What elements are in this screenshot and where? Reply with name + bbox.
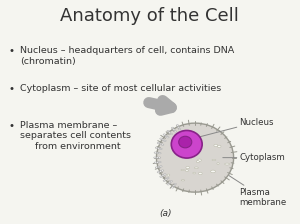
Ellipse shape [163, 180, 166, 181]
Ellipse shape [179, 136, 192, 148]
Text: •: • [8, 46, 14, 56]
Ellipse shape [193, 172, 195, 174]
Ellipse shape [162, 175, 164, 176]
Ellipse shape [169, 182, 171, 183]
Ellipse shape [156, 152, 159, 154]
Ellipse shape [160, 176, 162, 177]
Text: Nucleus – headquarters of cell, contains DNA
(chromatin): Nucleus – headquarters of cell, contains… [20, 46, 234, 66]
Ellipse shape [167, 174, 170, 176]
Text: Cytoplasm: Cytoplasm [223, 153, 285, 162]
Ellipse shape [170, 133, 172, 135]
Ellipse shape [199, 172, 202, 175]
Ellipse shape [174, 183, 176, 185]
Ellipse shape [212, 159, 216, 161]
Ellipse shape [155, 167, 158, 168]
Ellipse shape [154, 162, 157, 163]
Ellipse shape [158, 157, 161, 158]
Ellipse shape [155, 147, 158, 149]
Text: (a): (a) [159, 209, 172, 218]
Ellipse shape [164, 140, 166, 142]
Ellipse shape [159, 171, 162, 172]
Ellipse shape [169, 132, 171, 133]
Ellipse shape [171, 127, 174, 129]
Ellipse shape [164, 174, 166, 175]
Ellipse shape [194, 167, 198, 169]
Ellipse shape [163, 134, 166, 135]
Ellipse shape [167, 137, 169, 138]
Ellipse shape [171, 130, 202, 158]
Ellipse shape [170, 181, 172, 182]
Ellipse shape [198, 159, 201, 161]
Text: Plasma
membrane: Plasma membrane [229, 176, 287, 207]
Ellipse shape [160, 148, 162, 150]
Ellipse shape [185, 170, 188, 172]
Ellipse shape [159, 143, 162, 144]
Text: Nucleus: Nucleus [197, 118, 274, 137]
Ellipse shape [157, 142, 160, 144]
Text: Plasma membrane –
separates cell contents
     from environment: Plasma membrane – separates cell content… [20, 121, 131, 151]
Ellipse shape [158, 166, 160, 168]
Ellipse shape [161, 170, 164, 171]
Ellipse shape [174, 131, 176, 132]
Ellipse shape [167, 130, 170, 132]
Ellipse shape [218, 145, 221, 148]
Ellipse shape [167, 177, 169, 179]
Ellipse shape [177, 127, 180, 128]
Ellipse shape [173, 129, 175, 130]
Ellipse shape [165, 179, 167, 180]
Ellipse shape [214, 144, 218, 146]
Ellipse shape [159, 161, 161, 163]
Ellipse shape [156, 157, 158, 158]
Ellipse shape [176, 125, 178, 126]
Ellipse shape [154, 157, 156, 158]
Ellipse shape [181, 180, 184, 181]
Ellipse shape [160, 138, 162, 139]
Text: •: • [8, 84, 14, 94]
Ellipse shape [162, 139, 164, 140]
Ellipse shape [160, 166, 162, 167]
Ellipse shape [225, 163, 230, 165]
Text: Anatomy of the Cell: Anatomy of the Cell [60, 7, 238, 25]
Ellipse shape [178, 128, 181, 130]
Ellipse shape [157, 123, 234, 192]
Text: Cytoplasm – site of most cellular activities: Cytoplasm – site of most cellular activi… [20, 84, 221, 93]
Text: •: • [8, 121, 14, 131]
Ellipse shape [158, 148, 160, 149]
Ellipse shape [217, 163, 219, 164]
Ellipse shape [156, 162, 159, 163]
Ellipse shape [196, 161, 200, 162]
Ellipse shape [211, 170, 215, 173]
Ellipse shape [159, 153, 161, 154]
Ellipse shape [186, 166, 190, 169]
Ellipse shape [165, 135, 167, 137]
Ellipse shape [161, 144, 164, 145]
Ellipse shape [171, 187, 174, 188]
Ellipse shape [173, 185, 175, 186]
Ellipse shape [157, 172, 160, 173]
Ellipse shape [167, 184, 170, 185]
Ellipse shape [181, 170, 184, 171]
Ellipse shape [154, 152, 157, 153]
